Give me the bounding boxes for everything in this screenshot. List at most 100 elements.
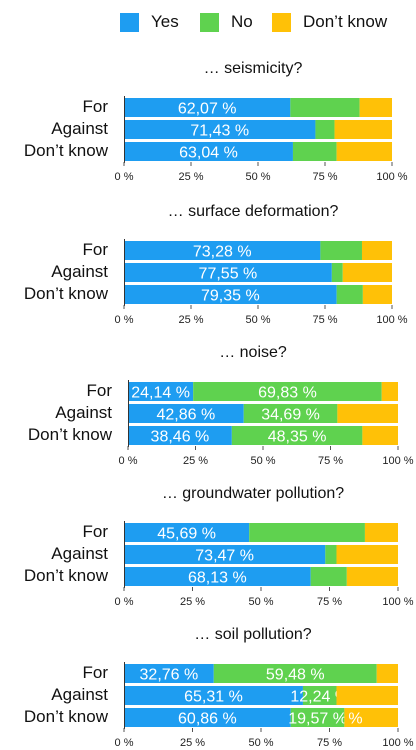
x-tick-label: 75 % <box>316 596 343 608</box>
data-label-yes: 32,76 % <box>140 667 199 684</box>
category-label: For <box>82 522 109 541</box>
x-tick-label: 50 % <box>245 171 271 183</box>
bar-segment-dont-know <box>364 523 398 542</box>
category-label: For <box>86 381 113 400</box>
chart-title: … surface deformation? <box>167 203 339 220</box>
x-tick-label: 100 % <box>376 171 408 183</box>
x-tick-label: 50 % <box>245 314 271 326</box>
bar-segment-dont-know <box>359 98 392 117</box>
x-tick-label: 0 % <box>114 737 134 749</box>
bar-segment-dont-know <box>381 382 398 401</box>
chart-title: … seismicity? <box>203 60 303 77</box>
bar-segment-yes <box>128 404 244 423</box>
legend-swatch-yes <box>120 12 139 32</box>
legend-label-dont-know: Don’t know <box>303 12 388 31</box>
bar-segment-dont-know <box>342 263 392 282</box>
bar-segment-no <box>290 708 345 727</box>
category-label: Don’t know <box>23 707 108 726</box>
bar-segment-yes <box>124 664 214 683</box>
x-tick-label: 0 % <box>114 171 134 183</box>
data-label-yes: 79,35 % <box>201 288 260 305</box>
stacked-bar-svg: 62,07 % 71,43 % 63,04 % <box>123 96 393 166</box>
bar-segment-dont-know <box>362 426 398 445</box>
bar-segment-no <box>325 545 337 564</box>
chart-panel-2: … surface deformation? For Against Don’t kn… <box>0 203 416 327</box>
legend-item-dont-know: Don’t know <box>272 8 387 36</box>
bar-segment-no <box>310 567 347 586</box>
bar-segment-dont-know <box>362 285 392 304</box>
bar-segment-yes <box>124 708 291 727</box>
data-label-yes: 71,43 % <box>190 123 249 140</box>
x-tick-label: 100 % <box>382 737 414 749</box>
stacked-bar-svg: 73,28 % 77,55 % 79,35 % <box>123 239 393 309</box>
data-label-no: 69,83 % <box>258 385 317 402</box>
plot-area: 62,07 % 71,43 % 63,04 % <box>123 96 393 169</box>
data-label-yes: 65,31 % <box>184 689 243 706</box>
chart-panel-5: … soil pollution? For Against Don’t know 32,… <box>0 626 416 750</box>
category-label: Against <box>51 262 108 281</box>
category-label: Against <box>51 544 108 563</box>
x-tick-label: 0 % <box>114 596 134 608</box>
category-label: Against <box>55 403 112 422</box>
bar-segment-dont-know <box>346 567 398 586</box>
category-label: Don’t know <box>23 566 108 585</box>
bar-segment-no <box>302 686 337 705</box>
bar-segment-no <box>290 98 360 117</box>
bar-segment-no <box>292 142 337 161</box>
bar-segment-dont-know <box>361 241 392 260</box>
plot-area: 24,14 % 69,83 % 42,86 % 34,69 % 38,46 % 48,35… <box>127 380 399 453</box>
legend-label-yes: Yes <box>151 12 179 31</box>
category-label: For <box>82 663 109 682</box>
bar-segment-yes <box>124 523 250 542</box>
chart-legend: Yes No Don’t know <box>0 8 416 36</box>
bar-segment-yes <box>124 686 303 705</box>
category-label: Don’t know <box>23 284 108 303</box>
data-label-yes: 77,55 % <box>199 266 258 283</box>
data-label-no: 59,48 % <box>266 667 325 684</box>
data-label-no: 34,69 % <box>261 407 320 424</box>
plot-area: 32,76 % 59,48 % 65,31 % 12,24 % 60,86 % 19,57… <box>123 662 399 735</box>
bar-segment-dont-know <box>334 120 392 139</box>
bar-segment-no <box>315 120 335 139</box>
category-label: For <box>82 240 109 259</box>
bar-segment-yes <box>124 545 326 564</box>
chart-title: … noise? <box>219 344 287 361</box>
bar-segment-yes <box>124 567 311 586</box>
chart-panel-4: … groundwater pollution? For Against Don’t … <box>0 485 416 609</box>
x-tick-label: 25 % <box>179 596 206 608</box>
x-tick-label: 75 % <box>312 314 338 326</box>
bar-segment-yes <box>128 382 194 401</box>
x-tick-label: 0 % <box>114 314 134 326</box>
x-tick-label: 50 % <box>248 596 274 608</box>
x-tick-label: 25 % <box>178 314 204 326</box>
x-tick-label: 50 % <box>250 455 276 467</box>
x-tick-label: 75 % <box>316 737 343 749</box>
bar-segment-yes <box>124 98 291 117</box>
plot-area: 45,69 % 73,47 % 68,13 % <box>123 521 399 594</box>
x-tick-label: 100 % <box>382 596 414 608</box>
bar-segment-no <box>213 664 377 683</box>
x-tick-label: 25 % <box>182 455 209 467</box>
data-label-yes: 63,04 % <box>179 145 238 162</box>
data-label-yes: 60,86 % <box>178 711 237 728</box>
stacked-bar-svg: 24,14 % 69,83 % 42,86 % 34,69 % 38,46 % 48,35… <box>127 380 399 450</box>
bar-segment-dont-know <box>376 664 398 683</box>
bar-segment-no <box>320 241 362 260</box>
bar-segment-dont-know <box>337 404 398 423</box>
legend-item-yes: Yes <box>120 8 179 36</box>
category-label: For <box>82 97 109 116</box>
x-tick-label: 25 % <box>179 737 206 749</box>
bar-segment-yes <box>124 285 337 304</box>
bar-segment-yes <box>124 263 332 282</box>
data-label-yes: 42,86 % <box>157 407 216 424</box>
bar-segment-no <box>193 382 382 401</box>
x-tick-label: 100 % <box>376 314 408 326</box>
legend-swatch-dont-know <box>272 12 291 32</box>
data-label-no: 19,57 % <box>288 711 347 728</box>
data-label-yes: 45,69 % <box>157 526 216 543</box>
bar-segment-yes <box>124 120 316 139</box>
data-label-no: 48,35 % <box>268 429 327 446</box>
chart-title: … soil pollution? <box>194 626 312 643</box>
x-tick-label: 100 % <box>382 455 414 467</box>
chart-panel-1: … seismicity? For Against Don’t know 62,07 %… <box>0 60 416 184</box>
